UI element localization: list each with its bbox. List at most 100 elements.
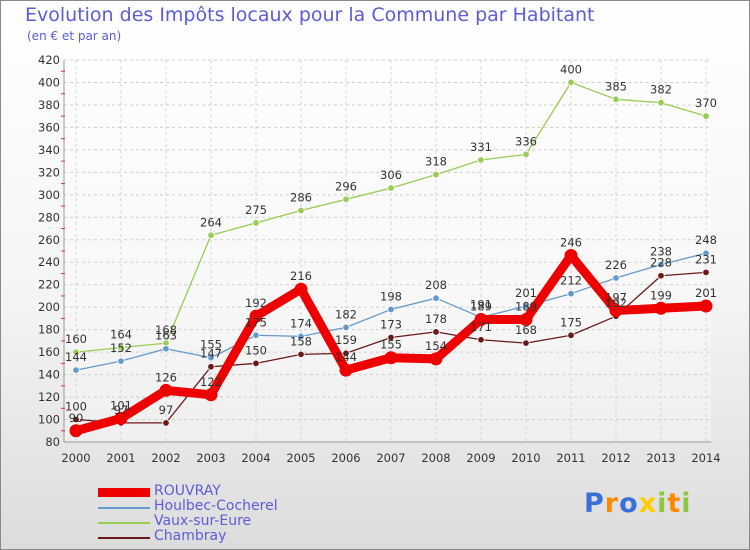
data-label: 197 xyxy=(605,291,627,305)
data-point xyxy=(114,411,128,425)
legend: ROUVRAY Houlbec-Cocherel Vaux-sur-Eure C… xyxy=(98,483,398,545)
x-tick-label: 2014 xyxy=(691,451,720,465)
data-label: 199 xyxy=(650,288,672,302)
y-tick-label: 400 xyxy=(38,75,60,89)
data-point xyxy=(657,272,665,280)
data-point xyxy=(654,301,668,315)
data-label: 150 xyxy=(245,343,267,357)
data-label: 155 xyxy=(380,338,402,352)
data-point xyxy=(612,274,620,282)
data-label: 400 xyxy=(560,62,582,76)
data-label: 306 xyxy=(380,168,402,182)
data-label: 370 xyxy=(695,96,717,110)
data-point xyxy=(702,268,710,277)
y-tick-label: 260 xyxy=(38,233,60,247)
data-point xyxy=(702,112,710,120)
y-tick-label: 360 xyxy=(38,120,60,134)
legend-item-rouvray[interactable]: ROUVRAY xyxy=(98,483,398,500)
x-tick-label: 2010 xyxy=(511,451,540,465)
data-point xyxy=(519,313,533,327)
data-point xyxy=(612,95,620,104)
data-point xyxy=(249,309,263,323)
data-label: 192 xyxy=(245,296,267,310)
legend-swatch xyxy=(98,522,150,524)
data-point xyxy=(294,282,308,296)
data-label: 191 xyxy=(470,297,492,311)
data-label: 159 xyxy=(335,333,357,347)
data-point xyxy=(522,150,530,159)
data-point xyxy=(567,289,575,298)
legend-item-houlbec-cocherel[interactable]: Houlbec-Cocherel xyxy=(98,498,398,515)
legend-label: ROUVRAY xyxy=(154,483,221,499)
data-point xyxy=(162,345,170,353)
data-point xyxy=(522,339,530,347)
data-label: 147 xyxy=(200,347,222,361)
data-point xyxy=(342,349,350,357)
data-label: 318 xyxy=(425,155,447,169)
data-label: 163 xyxy=(155,329,177,343)
y-tick-label: 200 xyxy=(38,300,60,314)
legend-item-chambray[interactable]: Chambray xyxy=(98,528,398,545)
chart-title: Evolution des Impôts locaux pour la Comm… xyxy=(25,4,595,26)
data-point xyxy=(207,231,215,239)
data-point xyxy=(384,351,398,365)
x-tick-label: 2008 xyxy=(421,451,450,465)
legend-swatch xyxy=(98,537,150,539)
data-point xyxy=(567,78,575,87)
data-label: 97 xyxy=(114,403,129,417)
data-label: 168 xyxy=(155,323,177,337)
data-point xyxy=(657,260,665,269)
data-point xyxy=(429,352,443,366)
data-point xyxy=(657,98,665,107)
x-tick-label: 2006 xyxy=(331,451,360,465)
legend-label: Houlbec-Cocherel xyxy=(154,498,278,514)
data-point xyxy=(387,333,395,342)
data-point xyxy=(162,419,170,427)
data-label: 175 xyxy=(560,315,582,329)
data-point xyxy=(69,424,83,438)
data-label: 144 xyxy=(335,350,357,364)
data-point xyxy=(117,357,125,365)
data-label: 201 xyxy=(515,286,537,300)
data-point xyxy=(252,331,260,339)
data-point xyxy=(72,348,80,356)
data-point xyxy=(387,305,395,314)
y-tick-label: 80 xyxy=(45,435,60,449)
y-tick-label: 380 xyxy=(38,98,60,112)
y-tick-label: 120 xyxy=(38,390,60,404)
data-label: 216 xyxy=(290,269,312,283)
data-label: 212 xyxy=(560,274,582,288)
data-point xyxy=(117,343,125,352)
legend-item-vaux-sur-eure[interactable]: Vaux-sur-Eure xyxy=(98,513,398,530)
data-point xyxy=(297,350,305,359)
data-point xyxy=(207,354,215,362)
y-tick-label: 220 xyxy=(38,278,60,292)
data-label: 286 xyxy=(290,191,312,205)
legend-label: Chambray xyxy=(154,528,227,544)
chart-subtitle: (en € et par an) xyxy=(27,29,122,43)
data-point xyxy=(474,313,488,327)
data-point xyxy=(609,304,623,318)
data-label: 331 xyxy=(470,140,492,154)
data-point xyxy=(72,366,80,374)
logo-letter: o xyxy=(619,488,639,519)
data-point xyxy=(297,206,305,215)
data-point xyxy=(432,294,440,302)
x-tick-label: 2012 xyxy=(601,451,630,465)
data-label: 160 xyxy=(65,332,87,346)
logo-letter: r xyxy=(604,488,620,519)
y-tick-label: 140 xyxy=(38,368,60,382)
y-tick-label: 240 xyxy=(38,255,60,269)
data-point xyxy=(702,249,710,257)
data-label: 198 xyxy=(380,289,402,303)
x-tick-label: 2011 xyxy=(556,451,585,465)
x-tick-label: 2003 xyxy=(196,451,225,465)
y-tick-label: 160 xyxy=(38,345,60,359)
data-label: 173 xyxy=(380,318,402,332)
data-point xyxy=(159,383,173,397)
x-tick-label: 2009 xyxy=(466,451,495,465)
data-point xyxy=(522,302,530,310)
data-label: 226 xyxy=(605,258,627,272)
data-label: 182 xyxy=(335,307,357,321)
data-label: 231 xyxy=(695,252,717,266)
